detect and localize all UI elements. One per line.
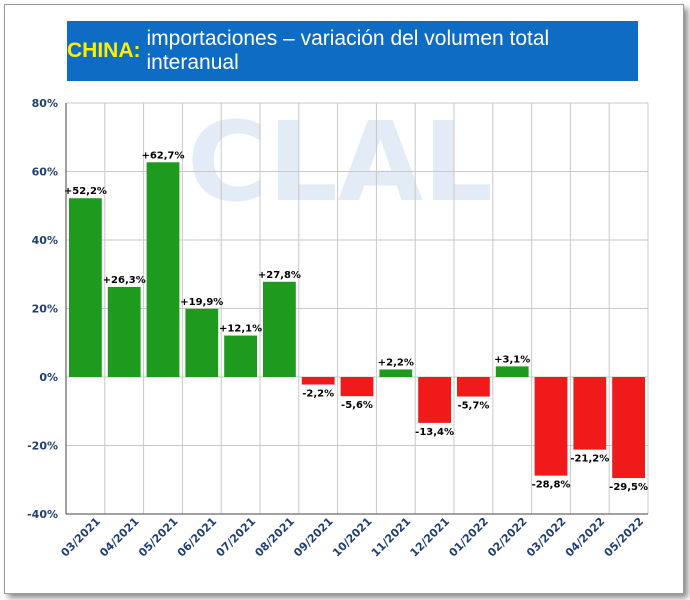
data-label: +3,1% (494, 354, 530, 365)
x-tick-label: 02/2022 (485, 515, 530, 560)
x-tick-label: 07/2021 (214, 515, 259, 560)
bar (107, 286, 141, 377)
bar (379, 369, 413, 377)
data-label: +12,1% (219, 324, 262, 335)
data-label: +19,9% (180, 297, 223, 308)
bar (612, 377, 645, 479)
x-tick-label: 12/2021 (408, 515, 453, 560)
bar (224, 335, 257, 377)
x-axis-ticks: 03/202104/202105/202106/202107/202108/20… (58, 515, 646, 560)
y-tick-label: 20% (32, 303, 58, 316)
data-labels: +52,2% +26,3% +62,7% +19,9% +12,1% +27,8% -2,2… (64, 150, 648, 493)
data-label: +26,3% (103, 275, 146, 286)
chart-title-bar: CHINA: importaciones – variación del vol… (67, 21, 638, 81)
bars (69, 162, 645, 479)
x-tick-label: 04/2022 (563, 515, 608, 560)
data-label: +2,2% (378, 357, 414, 368)
title-text: importaciones – variación del volumen to… (146, 27, 550, 74)
y-tick-label: 0% (39, 371, 58, 384)
bar (418, 377, 451, 423)
bar (573, 377, 607, 450)
y-axis-ticks: 80% 60% 40% 20% 0% -20% -40% (27, 97, 58, 521)
y-tick-label: -20% (27, 440, 58, 453)
watermark-logo: CLAL (187, 98, 493, 226)
x-tick-label: 01/2022 (446, 515, 491, 560)
y-tick-label: 40% (32, 234, 58, 247)
data-label: +52,2% (64, 186, 107, 197)
bar (495, 366, 529, 377)
bar (301, 377, 335, 385)
bar (340, 377, 374, 397)
x-tick-label: 05/2021 (136, 515, 181, 560)
bar (263, 281, 296, 377)
bar (457, 377, 490, 397)
x-tick-label: 06/2021 (175, 515, 220, 560)
data-label: -2,2% (302, 389, 334, 400)
bar (534, 377, 568, 476)
bar (146, 162, 180, 377)
x-tick-label: 04/2021 (97, 515, 142, 560)
y-tick-label: 80% (32, 97, 58, 110)
y-tick-label: -40% (27, 508, 58, 521)
x-tick-label: 05/2022 (602, 515, 647, 560)
x-tick-label: 11/2021 (369, 515, 414, 560)
data-label: -13,4% (415, 427, 454, 438)
bar (185, 308, 219, 377)
x-tick-label: 08/2021 (252, 515, 297, 560)
bar (69, 198, 102, 377)
axes (65, 103, 648, 515)
data-label: -5,6% (341, 400, 373, 411)
x-tick-label: 03/2021 (58, 515, 103, 560)
data-label: -29,5% (609, 482, 648, 493)
x-tick-label: 09/2021 (291, 515, 336, 560)
data-label: +27,8% (258, 270, 301, 281)
x-tick-label: 03/2022 (524, 515, 569, 560)
data-label: +62,7% (141, 150, 184, 161)
data-label: -21,2% (570, 454, 609, 465)
data-label: -5,7% (457, 401, 489, 412)
title-accent: CHINA: (67, 39, 141, 62)
x-tick-label: 10/2021 (330, 515, 375, 560)
data-label: -28,8% (532, 480, 571, 491)
y-tick-label: 60% (32, 166, 58, 179)
